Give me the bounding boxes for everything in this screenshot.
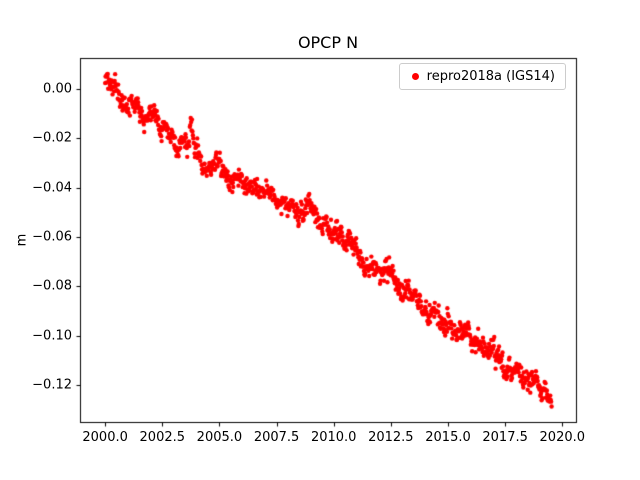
x-tick-label: 2017.5 [482,430,528,445]
y-tick-label: 0.00 [43,81,72,97]
legend-dot-icon [411,73,419,80]
chart-title: OPCP N [297,33,359,52]
y-tick-label: −0.02 [32,130,72,146]
x-tick-label: 2020.0 [539,430,586,445]
x-tick-label: 2005.0 [196,430,243,445]
y-tick-label: −0.04 [32,180,72,196]
y-tick-label: −0.06 [32,229,72,245]
legend-label: repro2018a (IGS14) [426,69,555,84]
y-tick-label: −0.08 [32,278,72,294]
x-tick-label: 2010.0 [310,430,357,445]
y-tick-label: −0.10 [32,328,72,344]
x-tick-label: 2007.5 [253,430,300,445]
x-tick-label: 2012.5 [368,430,414,445]
x-tick-label: 2000.0 [82,430,128,445]
x-tick-label: 2002.5 [139,430,186,445]
y-tick-label: −0.12 [32,377,72,393]
x-tick-label: 2015.0 [425,430,471,445]
legend: repro2018a (IGS14) [398,63,566,90]
